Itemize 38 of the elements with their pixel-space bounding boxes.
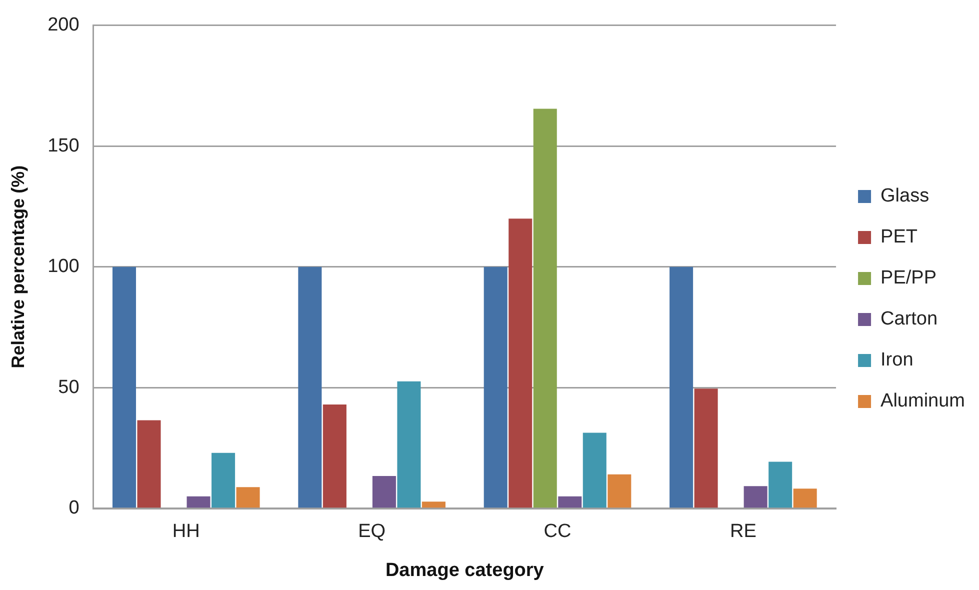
bar [322, 404, 346, 508]
legend-label: PET [880, 226, 918, 248]
y-tick-label: 50 [58, 376, 80, 398]
bar [484, 266, 508, 508]
bar [422, 502, 446, 508]
bar [744, 486, 768, 508]
bar [793, 488, 817, 508]
legend-label: Carton [880, 308, 938, 330]
bar [694, 388, 718, 508]
bar [112, 266, 136, 508]
bar [186, 496, 210, 508]
x-tick-label: HH [172, 521, 200, 542]
bar [372, 476, 396, 508]
legend-label: Glass [880, 186, 930, 207]
bar [212, 452, 236, 508]
bar [768, 462, 792, 508]
bar [582, 432, 606, 508]
y-tick-label: 0 [68, 498, 80, 519]
legend-label: Aluminum [880, 390, 966, 412]
bar [508, 218, 532, 508]
bar [558, 496, 582, 508]
bar [397, 381, 421, 508]
x-tick-label: RE [730, 521, 756, 542]
bar [236, 487, 260, 508]
bar [533, 108, 557, 508]
bar [298, 266, 322, 508]
x-tick-label: CC [544, 521, 572, 542]
y-tick-label: 150 [48, 135, 80, 156]
legend-label: PE/PP [880, 268, 937, 289]
y-tick-label: 200 [48, 14, 80, 36]
x-axis-title: Damage category [385, 560, 544, 581]
bar [670, 266, 694, 508]
y-tick-label: 100 [48, 256, 80, 278]
y-axis-title: Relative percentage (%) [8, 165, 28, 368]
legend-label: Iron [880, 350, 914, 371]
x-tick-label: EQ [358, 521, 386, 542]
bar [608, 474, 632, 508]
bar [137, 420, 161, 508]
